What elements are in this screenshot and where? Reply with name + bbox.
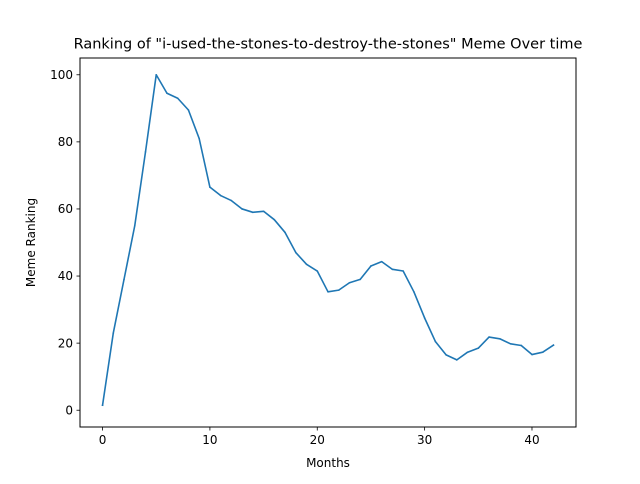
data-point <box>230 199 233 202</box>
data-point <box>456 359 458 361</box>
data-point <box>305 263 308 266</box>
data-point <box>112 332 115 334</box>
data-point <box>155 73 158 76</box>
data-point <box>359 278 362 281</box>
data-point <box>337 289 340 291</box>
data-point <box>520 344 523 347</box>
data-point <box>166 92 168 95</box>
x-tick-label: 10 <box>202 433 217 447</box>
data-point <box>198 137 200 140</box>
data-point <box>541 351 544 353</box>
data-point <box>176 97 179 100</box>
data-point <box>133 224 136 227</box>
data-point <box>445 354 447 356</box>
data-point <box>187 109 190 111</box>
chart-title: Ranking of "i-used-the-stones-to-destroy… <box>74 37 583 53</box>
data-point <box>370 265 372 267</box>
y-axis-ticks: 0 20 40 60 80 100 <box>50 68 80 417</box>
data-point <box>284 231 286 234</box>
data-point <box>219 194 222 197</box>
y-tick-label: 100 <box>50 68 73 82</box>
plot-frame <box>79 57 577 428</box>
data-point <box>262 210 265 213</box>
data-point <box>509 343 512 345</box>
y-tick-label: 0 <box>65 403 73 417</box>
data-point <box>348 281 351 284</box>
x-tick-label: 30 <box>417 433 432 447</box>
data-point <box>552 344 555 346</box>
x-axis-label: Months <box>306 456 350 470</box>
data-point <box>380 260 383 263</box>
x-tick-label: 40 <box>524 433 539 447</box>
y-tick-label: 80 <box>58 135 73 149</box>
data-point <box>273 218 276 221</box>
data-point <box>101 404 104 407</box>
data-point <box>477 347 480 349</box>
data-point <box>498 337 501 340</box>
x-tick-label: 0 <box>99 433 107 447</box>
data-point <box>413 291 415 293</box>
data-point <box>123 278 125 281</box>
data-point <box>402 270 404 272</box>
y-tick-label: 60 <box>58 202 73 216</box>
y-tick-label: 20 <box>58 336 73 350</box>
data-point <box>294 251 297 254</box>
data-point <box>252 211 254 214</box>
x-axis-ticks: 0 10 20 30 40 <box>99 427 540 447</box>
data-point <box>531 353 533 356</box>
data-point <box>423 317 426 319</box>
y-axis-label: Meme Ranking <box>24 198 38 287</box>
data-point <box>316 270 319 272</box>
data-point <box>327 291 329 293</box>
data-point <box>241 208 243 210</box>
x-tick-label: 20 <box>310 433 325 447</box>
data-point <box>466 351 469 353</box>
data-point <box>391 268 394 271</box>
data-point <box>434 340 437 343</box>
data-point <box>209 186 211 188</box>
data-point <box>144 151 147 153</box>
y-tick-label: 40 <box>58 269 73 283</box>
data-point <box>488 336 490 338</box>
series-layer <box>101 73 555 407</box>
